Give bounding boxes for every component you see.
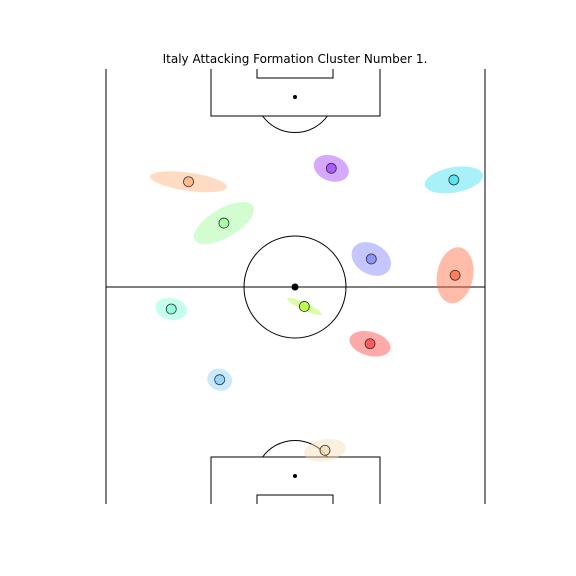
centre-spot xyxy=(291,283,299,291)
penalty-spot-top xyxy=(293,95,297,99)
cluster-centroid-4 xyxy=(218,217,230,229)
cluster-centroid-10 xyxy=(448,174,460,186)
cluster-centroid-3 xyxy=(165,303,177,315)
six-yard-box-bottom xyxy=(256,494,334,504)
cluster-centroid-5 xyxy=(183,176,194,188)
pitch xyxy=(105,69,486,504)
cluster-centroid-11 xyxy=(449,269,461,281)
six-yard-box-top xyxy=(256,69,334,79)
cluster-centroid-8 xyxy=(364,338,376,350)
penalty-spot-bottom xyxy=(293,474,297,478)
centre-circle xyxy=(243,235,347,339)
cluster-centroid-7 xyxy=(365,253,377,265)
penalty-arc-top xyxy=(262,115,328,133)
cluster-centroid-1 xyxy=(319,444,331,456)
penalty-area-top xyxy=(210,69,381,117)
chart-title: Italy Attacking Formation Cluster Number… xyxy=(163,52,428,66)
penalty-area-bottom xyxy=(210,456,381,504)
cluster-centroid-6 xyxy=(298,301,310,312)
cluster-centroid-2 xyxy=(214,374,226,386)
cluster-centroid-9 xyxy=(325,162,337,174)
cluster-layer xyxy=(150,154,483,462)
